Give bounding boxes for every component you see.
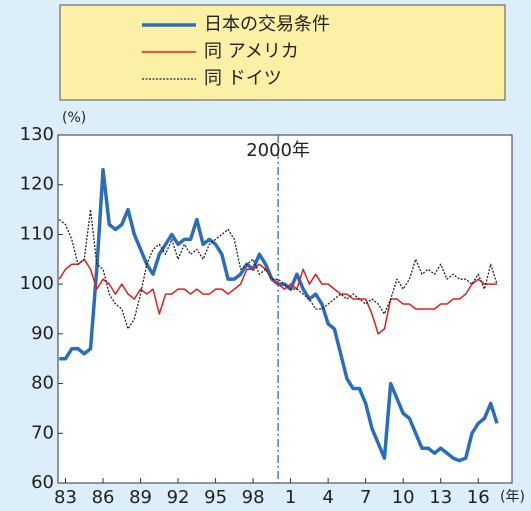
y-tick-label: 80: [31, 373, 54, 394]
legend-box: [59, 4, 506, 101]
x-tick-label: 95: [204, 487, 227, 508]
x-tick-label: 89: [129, 487, 152, 508]
y-tick-label: 100: [20, 273, 54, 294]
x-tick-label: 10: [392, 487, 415, 508]
legend-label: 日本の交易条件: [204, 14, 330, 35]
x-tick-label: 13: [429, 487, 452, 508]
x-tick-label: 86: [92, 487, 115, 508]
x-tick-label: 98: [242, 487, 265, 508]
series-line: [58, 208, 498, 330]
x-tick-label: 1: [285, 487, 296, 508]
annotation-label: 2000年: [246, 140, 310, 161]
x-unit: (年): [500, 489, 525, 505]
x-tick-label: 83: [54, 487, 77, 508]
y-tick-label: 110: [20, 223, 54, 244]
y-tick-label: 90: [31, 323, 54, 344]
x-tick-label: 7: [360, 487, 371, 508]
y-tick-label: 70: [31, 422, 54, 443]
legend-label: 同 ドイツ: [204, 68, 282, 89]
x-tick-label: 16: [467, 487, 490, 508]
x-tick-label: 4: [322, 487, 333, 508]
plot-area: [57, 134, 513, 484]
y-tick-label: 60: [31, 472, 54, 493]
y-tick-label: 120: [20, 174, 54, 195]
x-tick-label: 92: [167, 487, 190, 508]
y-tick-label: 130: [20, 124, 54, 145]
y-unit: (%): [62, 110, 86, 126]
legend-label: 同 アメリカ: [204, 41, 299, 62]
series-line: [58, 258, 497, 335]
